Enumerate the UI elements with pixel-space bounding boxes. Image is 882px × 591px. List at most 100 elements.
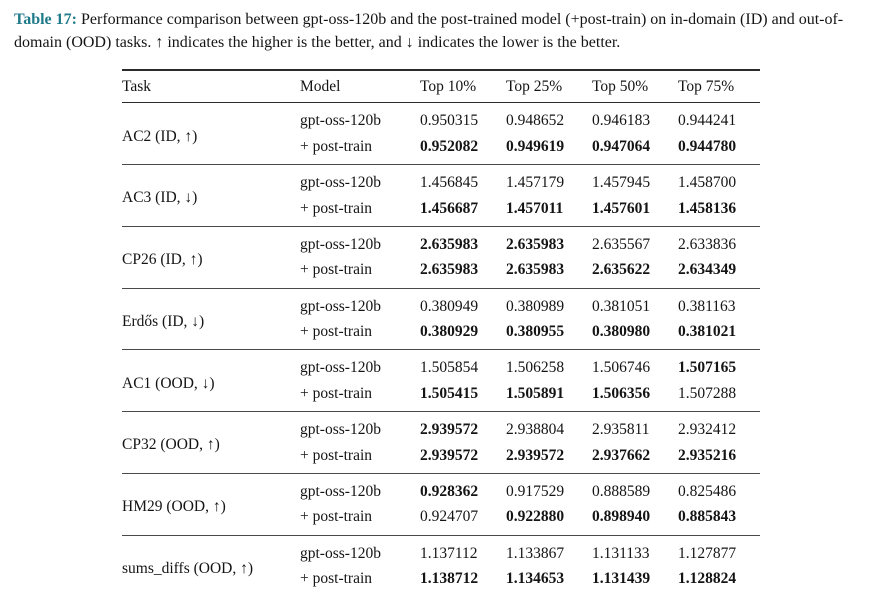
value-cell: 2.939572 <box>506 446 565 464</box>
results-table: Task Model Top 10% Top 25% Top 50% Top 7… <box>122 69 760 591</box>
value-cell: 0.948652 <box>506 112 565 130</box>
table-row: + post-train 1.456687 1.457011 1.457601 1.45… <box>122 196 760 227</box>
table-row: + post-train 0.952082 0.949619 0.947064 0.94… <box>122 134 760 165</box>
value-cell: 1.133867 <box>506 534 592 566</box>
value-cell: 1.128824 <box>678 570 737 587</box>
value-cell: 1.505854 <box>420 349 506 381</box>
value-cell: 2.635983 <box>420 261 479 279</box>
model-cell: gpt-oss-120b <box>300 225 420 258</box>
value-cell: 0.949619 <box>506 137 565 155</box>
task-cell: AC1 (OOD, ↓) <box>122 349 300 412</box>
value-cell: 0.944241 <box>678 112 737 130</box>
table-row: CP32 (OOD, ↑) gpt-oss-120b 2.939572 2.93880… <box>122 411 760 474</box>
value-cell: 1.457011 <box>506 199 564 217</box>
value-cell: 1.138712 <box>420 570 479 587</box>
model-cell: + post-train <box>300 261 373 279</box>
task-cell: CP26 (ID, ↑) <box>122 225 300 289</box>
table-head: Task Model Top 10% Top 25% Top 50% Top 7… <box>122 69 760 104</box>
model-cell: + post-train <box>300 199 373 217</box>
model-cell: gpt-oss-120b <box>300 411 420 443</box>
value-cell: 2.937662 <box>592 446 651 464</box>
model-cell: + post-train <box>300 508 373 526</box>
value-cell: 2.939572 <box>420 446 479 464</box>
table-row: CP26 (ID, ↑) gpt-oss-120b 2.635983 2.635983… <box>122 225 760 289</box>
value-cell: 0.944780 <box>678 137 737 155</box>
model-cell: + post-train <box>300 570 373 587</box>
header-top50: Top 50% <box>592 69 678 104</box>
model-cell: gpt-oss-120b <box>300 349 420 381</box>
value-cell: 0.381051 <box>592 287 678 319</box>
table-row: + post-train 0.380929 0.380955 0.380980 0.38… <box>122 319 760 350</box>
task-cell: Erdős (ID, ↓) <box>122 287 300 350</box>
task-cell: sums_diffs (OOD, ↑) <box>122 534 300 591</box>
task-cell: AC2 (ID, ↑) <box>122 127 198 145</box>
value-cell: 1.506258 <box>506 349 592 381</box>
table-row: + post-train 2.635983 2.635983 2.635622 2.63… <box>122 257 760 288</box>
table-row: + post-train 0.924707 0.922880 0.898940 0.88… <box>122 504 760 535</box>
value-cell: 0.952082 <box>420 137 479 155</box>
header-top10: Top 10% <box>420 69 506 104</box>
value-cell: 2.635983 <box>506 261 565 279</box>
value-cell: 0.917529 <box>506 472 592 505</box>
value-cell: 1.127877 <box>678 534 760 566</box>
value-cell: 1.457179 <box>506 164 592 196</box>
table-row: AC2 (ID, ↑) gpt-oss-120b 0.950315 0.948652 0… <box>122 103 760 144</box>
value-cell: 0.381163 <box>678 287 760 319</box>
value-cell: 1.507165 <box>678 349 760 381</box>
value-cell: 2.635983 <box>506 225 592 258</box>
value-cell: 0.825486 <box>678 472 760 505</box>
table-body: AC2 (ID, ↑) gpt-oss-120b 0.950315 0.948652 0… <box>122 103 760 591</box>
value-cell: 1.131133 <box>592 534 678 566</box>
value-cell: 0.946183 <box>592 112 651 130</box>
value-cell: 2.939572 <box>420 411 506 443</box>
value-cell: 0.380929 <box>420 323 479 340</box>
task-cell: AC3 (ID, ↓) <box>122 164 300 227</box>
value-cell: 1.458700 <box>678 164 760 196</box>
header-model: Model <box>300 69 420 104</box>
table-row: Erdős (ID, ↓) gpt-oss-120b 0.380949 0.38098… <box>122 287 760 350</box>
table-row: sums_diffs (OOD, ↑) gpt-oss-120b 1.137112 1… <box>122 534 760 591</box>
value-cell: 2.633836 <box>678 225 760 258</box>
value-cell: 1.505891 <box>506 384 565 402</box>
value-cell: 0.885843 <box>678 508 737 526</box>
value-cell: 1.137112 <box>420 534 506 566</box>
table-row: HM29 (OOD, ↑) gpt-oss-120b 0.928362 0.91752… <box>122 472 760 536</box>
value-cell: 0.950315 <box>420 112 479 130</box>
value-cell: 2.634349 <box>678 261 737 279</box>
value-cell: 1.456687 <box>420 199 479 217</box>
value-cell: 1.506746 <box>592 349 678 381</box>
table-caption: Table 17: Performance comparison between … <box>0 0 882 54</box>
table-row: AC3 (ID, ↓) gpt-oss-120b 1.456845 1.457179 1… <box>122 164 760 227</box>
model-cell: gpt-oss-120b <box>300 534 420 566</box>
caption-label: Table 17: <box>14 11 77 28</box>
model-cell: + post-train <box>300 446 373 464</box>
value-cell: 0.924707 <box>420 508 479 526</box>
value-cell: 2.635983 <box>420 225 506 258</box>
value-cell: 1.505415 <box>420 384 479 402</box>
value-cell: 1.506356 <box>592 384 651 402</box>
value-cell: 0.922880 <box>506 508 565 526</box>
caption-text: Performance comparison between gpt-oss-1… <box>14 11 844 52</box>
header-row: Task Model Top 10% Top 25% Top 50% Top 7… <box>122 69 760 104</box>
value-cell: 1.507288 <box>678 384 737 402</box>
value-cell: 0.380955 <box>506 323 565 340</box>
model-cell: gpt-oss-120b <box>300 164 420 196</box>
table-row: AC1 (OOD, ↓) gpt-oss-120b 1.505854 1.506258… <box>122 349 760 412</box>
value-cell: 0.380949 <box>420 287 506 319</box>
value-cell: 2.635622 <box>592 261 651 279</box>
value-cell: 1.458136 <box>678 199 737 217</box>
table-row: + post-train 1.505415 1.505891 1.506356 1.50… <box>122 381 760 412</box>
model-cell: + post-train <box>300 384 373 402</box>
value-cell: 2.932412 <box>678 411 760 443</box>
value-cell: 2.938804 <box>506 411 592 443</box>
table-row: + post-train 2.939572 2.939572 2.937662 2.93… <box>122 443 760 474</box>
value-cell: 1.131439 <box>592 570 651 587</box>
value-cell: 0.898940 <box>592 508 651 526</box>
task-cell: CP32 (OOD, ↑) <box>122 411 300 474</box>
value-cell: 2.635567 <box>592 225 678 258</box>
header-top75: Top 75% <box>678 69 760 104</box>
value-cell: 1.457945 <box>592 164 678 196</box>
model-cell: gpt-oss-120b <box>300 287 420 319</box>
table-row: + post-train 1.138712 1.134653 1.131439 1.12… <box>122 566 760 591</box>
